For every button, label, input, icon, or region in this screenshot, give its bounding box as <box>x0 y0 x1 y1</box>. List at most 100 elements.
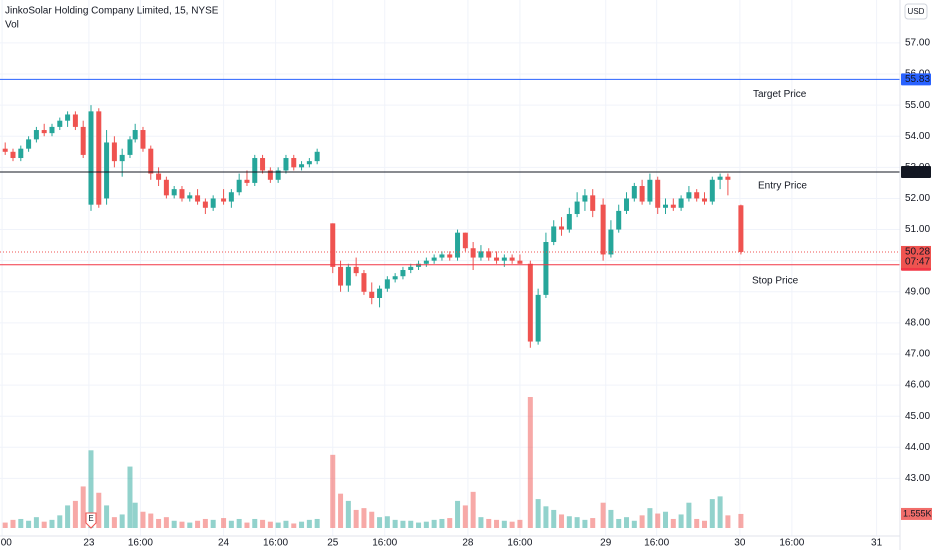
candle-body <box>455 232 461 258</box>
y-tick-label: 46.00 <box>905 380 930 391</box>
volume-bar <box>559 514 565 528</box>
candle-body <box>338 266 344 286</box>
x-tick-label: 6:00 <box>0 538 12 549</box>
volume-bar <box>65 505 71 528</box>
candle-body <box>202 201 208 208</box>
candle-body <box>408 266 414 270</box>
volume-bar <box>221 518 227 528</box>
candle-body <box>392 276 398 280</box>
candle-body <box>41 130 47 134</box>
candle-body <box>306 161 312 165</box>
candle-body <box>738 205 744 252</box>
volume-bar <box>631 520 637 528</box>
volume-bar <box>416 522 422 528</box>
candle-body <box>559 226 565 230</box>
volume-bar <box>543 506 549 528</box>
currency-button[interactable] <box>904 3 928 20</box>
y-tick-label: 54.00 <box>905 131 930 142</box>
volume-bar <box>702 520 708 528</box>
volume-bar <box>18 518 24 528</box>
y-tick-label: 51.00 <box>905 224 930 235</box>
volume-bar <box>244 522 250 528</box>
candle-body <box>299 164 305 168</box>
x-tick-label: 25 <box>327 538 339 549</box>
volume-bar <box>104 505 110 528</box>
volume-bar <box>140 511 146 528</box>
candle-body <box>260 158 266 171</box>
candle-body <box>221 198 227 202</box>
y-tick-label: 55.00 <box>905 100 930 111</box>
y-tick-label: 48.00 <box>905 318 930 329</box>
x-tick-label: 16:00 <box>128 538 153 549</box>
x-tick-label: 23 <box>83 538 95 549</box>
candle-body <box>275 170 281 180</box>
volume-bar <box>384 516 390 528</box>
candle-body <box>33 130 39 140</box>
candle-body <box>582 195 588 202</box>
volume-bar <box>195 520 201 528</box>
candle-body <box>694 192 700 199</box>
level-badge <box>901 73 931 86</box>
volume-bar <box>686 502 692 528</box>
currency-label[interactable]: USD <box>908 7 925 16</box>
candle-body <box>26 139 32 149</box>
volume-bar <box>111 517 117 528</box>
volume-bar <box>260 519 266 528</box>
candle-body <box>600 204 606 255</box>
volume-badge <box>901 507 932 520</box>
candle-body <box>148 148 154 174</box>
volume-bar <box>647 508 653 528</box>
volume-bar <box>148 513 154 528</box>
candle-body <box>717 176 723 180</box>
candle-body <box>353 266 359 274</box>
candle-body <box>447 254 453 258</box>
candle-body <box>702 198 708 202</box>
volume-bar <box>210 519 216 528</box>
earnings-label: E <box>88 514 93 523</box>
candle-body <box>283 158 289 171</box>
candle-body <box>663 204 669 208</box>
candle-body <box>535 294 541 342</box>
x-tick-label: 29 <box>600 538 612 549</box>
volume-bar <box>408 520 414 528</box>
candle-body <box>624 198 630 211</box>
volume-bar <box>377 517 383 528</box>
volume-bar <box>639 515 645 528</box>
y-tick-label: 49.00 <box>905 286 930 297</box>
candle-body <box>252 158 258 183</box>
volume-bar <box>353 509 359 528</box>
volume-bar <box>725 515 731 528</box>
candle-body <box>616 210 622 230</box>
volume-bar <box>132 502 138 528</box>
candle-body <box>608 229 614 255</box>
volume-badge-label: 1.555K <box>903 508 932 518</box>
volume-bar <box>171 520 177 528</box>
candle-body <box>478 251 484 258</box>
candle-body <box>236 179 242 193</box>
indicator-label: Vol <box>5 20 19 31</box>
candle-body <box>509 257 515 261</box>
volume-bar <box>423 521 429 528</box>
volume-bar <box>486 518 492 528</box>
candle-body <box>10 151 16 159</box>
volume-bar <box>494 519 500 528</box>
candle-body <box>228 192 234 202</box>
volume-bar <box>306 519 312 528</box>
volume-bar <box>616 518 622 528</box>
volume-bar <box>2 522 8 528</box>
candle-body <box>631 186 637 199</box>
candle-body <box>431 257 437 261</box>
volume-bar <box>694 518 700 528</box>
volume-bar <box>501 520 507 528</box>
volume-bar <box>400 520 406 528</box>
volume-bar <box>590 518 596 528</box>
volume-bar <box>582 519 588 528</box>
volume-bar <box>478 517 484 528</box>
volume-bar <box>670 518 676 528</box>
volume-bar <box>369 511 375 528</box>
candle-body <box>2 148 8 152</box>
x-tick-label: 30 <box>734 538 746 549</box>
volume-bar <box>535 499 541 528</box>
countdown-label: 07:47 <box>905 257 930 268</box>
